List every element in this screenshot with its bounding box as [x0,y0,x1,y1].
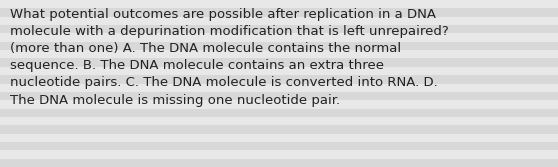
Bar [0,8,558,17]
Text: What potential outcomes are possible after replication in a DNA
molecule with a : What potential outcomes are possible aft… [10,8,449,107]
Bar [0,134,558,142]
Bar [0,84,558,92]
Bar [0,0,558,8]
Bar [0,150,558,159]
Bar [0,42,558,50]
Bar [0,109,558,117]
Bar [0,125,558,134]
Bar [0,142,558,150]
Bar [0,100,558,109]
Bar [0,117,558,125]
Bar [0,17,558,25]
Bar [0,67,558,75]
Bar [0,75,558,84]
Bar [0,92,558,100]
Bar [0,159,558,167]
Bar [0,50,558,58]
Bar [0,25,558,33]
Bar [0,33,558,42]
Bar [0,58,558,67]
